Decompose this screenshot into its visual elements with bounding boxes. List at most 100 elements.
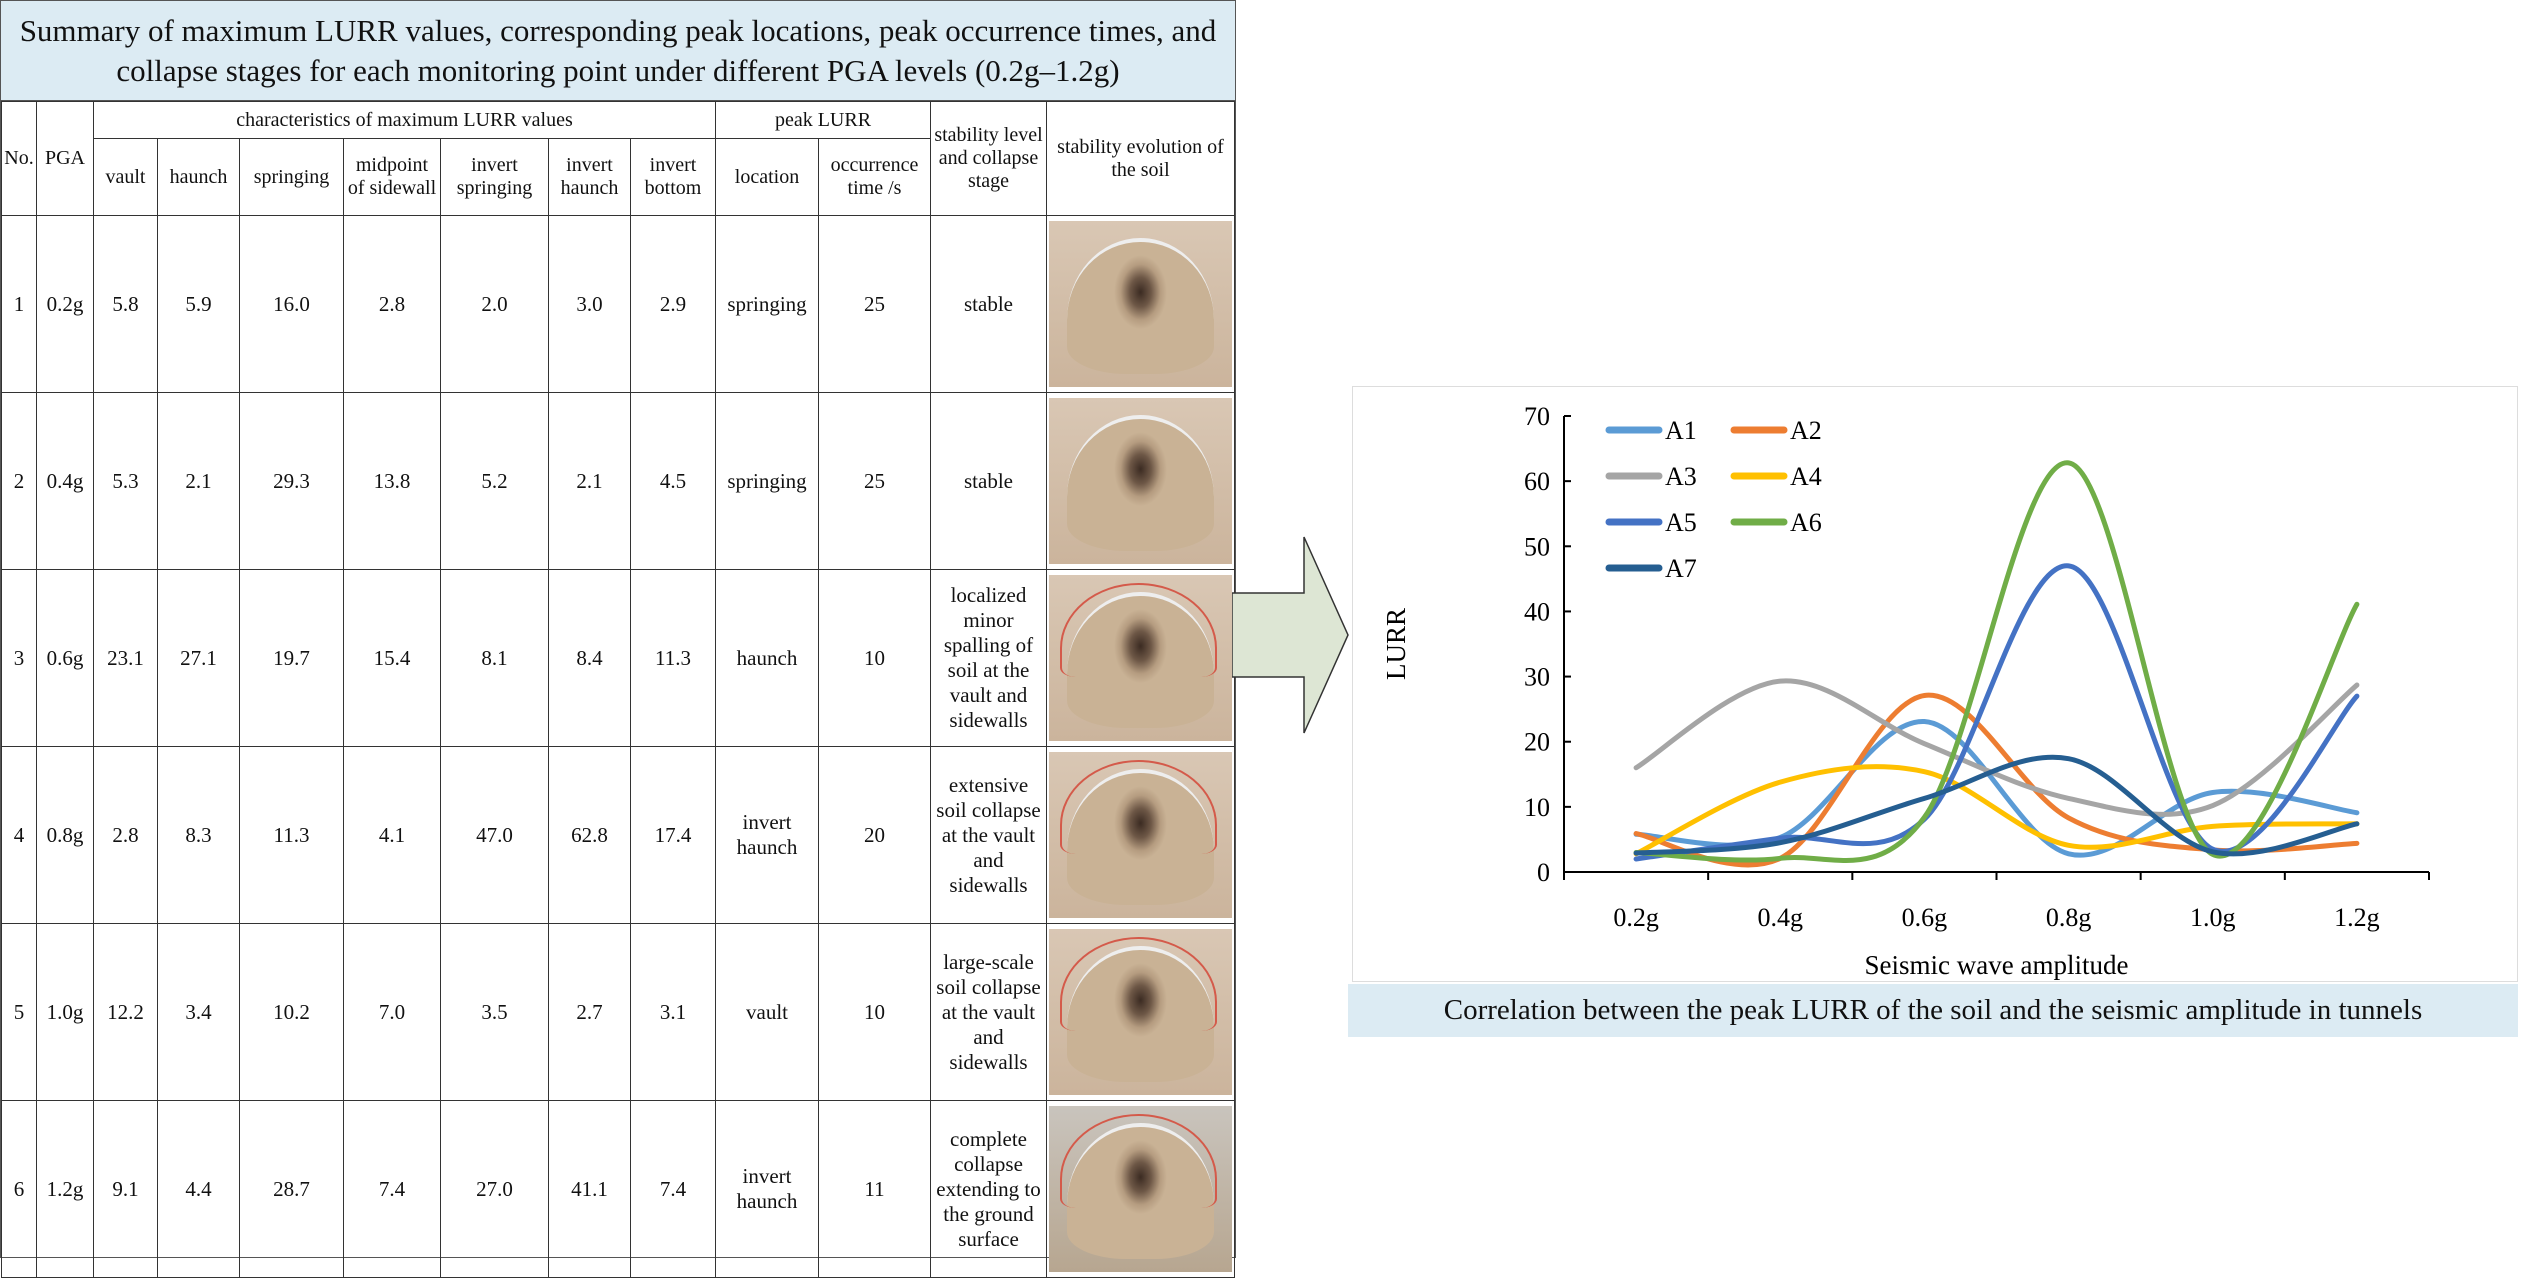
cell-haunch: 2.1 <box>157 392 240 570</box>
cell-haunch: 27.1 <box>157 569 240 747</box>
cell-springing: 11.3 <box>239 746 344 924</box>
right-arrow-icon <box>1232 536 1349 734</box>
legend-label-a1: A1 <box>1665 416 1697 445</box>
cell-vault: 9.1 <box>93 1100 158 1278</box>
tunnel-photo <box>1046 923 1235 1101</box>
cell-location: springing <box>715 215 819 393</box>
cell-invert-haunch: 62.8 <box>548 746 631 924</box>
tunnel-image <box>1049 1106 1232 1272</box>
header-invert-springing: invert springing <box>440 138 549 216</box>
x-axis-title: Seismic wave amplitude <box>1865 950 2129 980</box>
y-tick-label: 70 <box>1524 402 1550 431</box>
cell-invert-springing: 5.2 <box>440 392 549 570</box>
header-invert-haunch: invert haunch <box>548 138 631 216</box>
cell-pga: 1.2g <box>36 1100 94 1278</box>
legend-label-a5: A5 <box>1665 508 1697 537</box>
cell-invert-bottom: 11.3 <box>630 569 716 747</box>
y-tick-label: 50 <box>1524 532 1550 561</box>
cell-invert-springing: 47.0 <box>440 746 549 924</box>
cell-pga: 0.4g <box>36 392 94 570</box>
cell-midpoint: 4.1 <box>343 746 441 924</box>
header-group-lurr: characteristics of maximum LURR values <box>93 101 716 139</box>
x-tick-label: 1.0g <box>2190 903 2236 932</box>
tunnel-arch <box>1067 414 1214 551</box>
cell-time: 25 <box>818 215 931 393</box>
tunnel-image <box>1049 752 1232 918</box>
cell-pga: 0.8g <box>36 746 94 924</box>
cell-vault: 5.8 <box>93 215 158 393</box>
cell-springing: 16.0 <box>239 215 344 393</box>
cell-time: 10 <box>818 923 931 1101</box>
x-tick-label: 1.2g <box>2334 903 2380 932</box>
cell-time: 10 <box>818 569 931 747</box>
header-occurrence: occurrence time /s <box>818 138 931 216</box>
tunnel-image <box>1049 575 1232 741</box>
cell-invert-springing: 2.0 <box>440 215 549 393</box>
cell-no: 5 <box>1 923 37 1101</box>
cell-location: vault <box>715 923 819 1101</box>
cell-location: springing <box>715 392 819 570</box>
y-tick-label: 40 <box>1524 597 1550 626</box>
cell-location: invert haunch <box>715 746 819 924</box>
cell-invert-springing: 3.5 <box>440 923 549 1101</box>
cell-midpoint: 15.4 <box>343 569 441 747</box>
cell-springing: 10.2 <box>239 923 344 1101</box>
cell-no: 3 <box>1 569 37 747</box>
series-line-a7 <box>1633 754 2360 857</box>
x-tick-label: 0.2g <box>1613 903 1659 932</box>
tunnel-photo <box>1046 215 1235 393</box>
cell-invert-haunch: 2.1 <box>548 392 631 570</box>
cell-invert-haunch: 41.1 <box>548 1100 631 1278</box>
header-vault: vault <box>93 138 158 216</box>
cell-location: invert haunch <box>715 1100 819 1278</box>
cell-invert-bottom: 7.4 <box>630 1100 716 1278</box>
x-tick-label: 0.8g <box>2046 903 2092 932</box>
cell-stage: extensive soil collapse at the vault and… <box>930 746 1047 924</box>
cell-haunch: 3.4 <box>157 923 240 1101</box>
header-haunch: haunch <box>157 138 240 216</box>
cell-midpoint: 7.0 <box>343 923 441 1101</box>
collapse-outline <box>1059 1114 1218 1208</box>
header-midpoint: midpoint of sidewall <box>343 138 441 216</box>
cell-midpoint: 13.8 <box>343 392 441 570</box>
cell-time: 11 <box>818 1100 931 1278</box>
cell-no: 4 <box>1 746 37 924</box>
cell-no: 6 <box>1 1100 37 1278</box>
table-row: 6 1.2g 9.1 4.4 28.7 7.4 27.0 41.1 7.4 invert haun… <box>1 1100 1235 1278</box>
cell-haunch: 8.3 <box>157 746 240 924</box>
collapse-outline <box>1059 937 1218 1031</box>
cell-no: 1 <box>1 215 37 393</box>
x-tick-label: 0.4g <box>1758 903 1804 932</box>
legend-label-a6: A6 <box>1790 508 1822 537</box>
series-line-a6 <box>1633 460 2360 863</box>
cell-invert-springing: 8.1 <box>440 569 549 747</box>
cell-springing: 19.7 <box>239 569 344 747</box>
cell-time: 20 <box>818 746 931 924</box>
legend-label-a2: A2 <box>1790 416 1822 445</box>
header-invert-bottom: invert bottom <box>630 138 716 216</box>
cell-haunch: 5.9 <box>157 215 240 393</box>
cell-invert-haunch: 2.7 <box>548 923 631 1101</box>
cell-invert-springing: 27.0 <box>440 1100 549 1278</box>
y-tick-label: 0 <box>1537 858 1550 887</box>
summary-table-panel: Summary of maximum LURR values, correspo… <box>0 0 1236 1278</box>
cell-pga: 0.2g <box>36 215 94 393</box>
tunnel-photo <box>1046 569 1235 747</box>
cell-midpoint: 2.8 <box>343 215 441 393</box>
y-tick-label: 30 <box>1524 663 1550 692</box>
tunnel-image <box>1049 398 1232 564</box>
tunnel-photo <box>1046 392 1235 570</box>
tunnel-photo <box>1046 1100 1235 1278</box>
collapse-outline <box>1059 583 1218 677</box>
collapse-outline <box>1059 760 1218 854</box>
cell-stage: localized minor spalling of soil at the … <box>930 569 1047 747</box>
header-stability: stability level and collapse stage <box>930 101 1047 216</box>
cell-vault: 12.2 <box>93 923 158 1101</box>
header-springing: springing <box>239 138 344 216</box>
legend-label-a7: A7 <box>1665 554 1697 583</box>
cell-invert-bottom: 4.5 <box>630 392 716 570</box>
cell-stage: complete collapse extending to the groun… <box>930 1100 1047 1278</box>
header-no: No. <box>1 101 37 216</box>
cell-stage: large-scale soil collapse at the vault a… <box>930 923 1047 1101</box>
